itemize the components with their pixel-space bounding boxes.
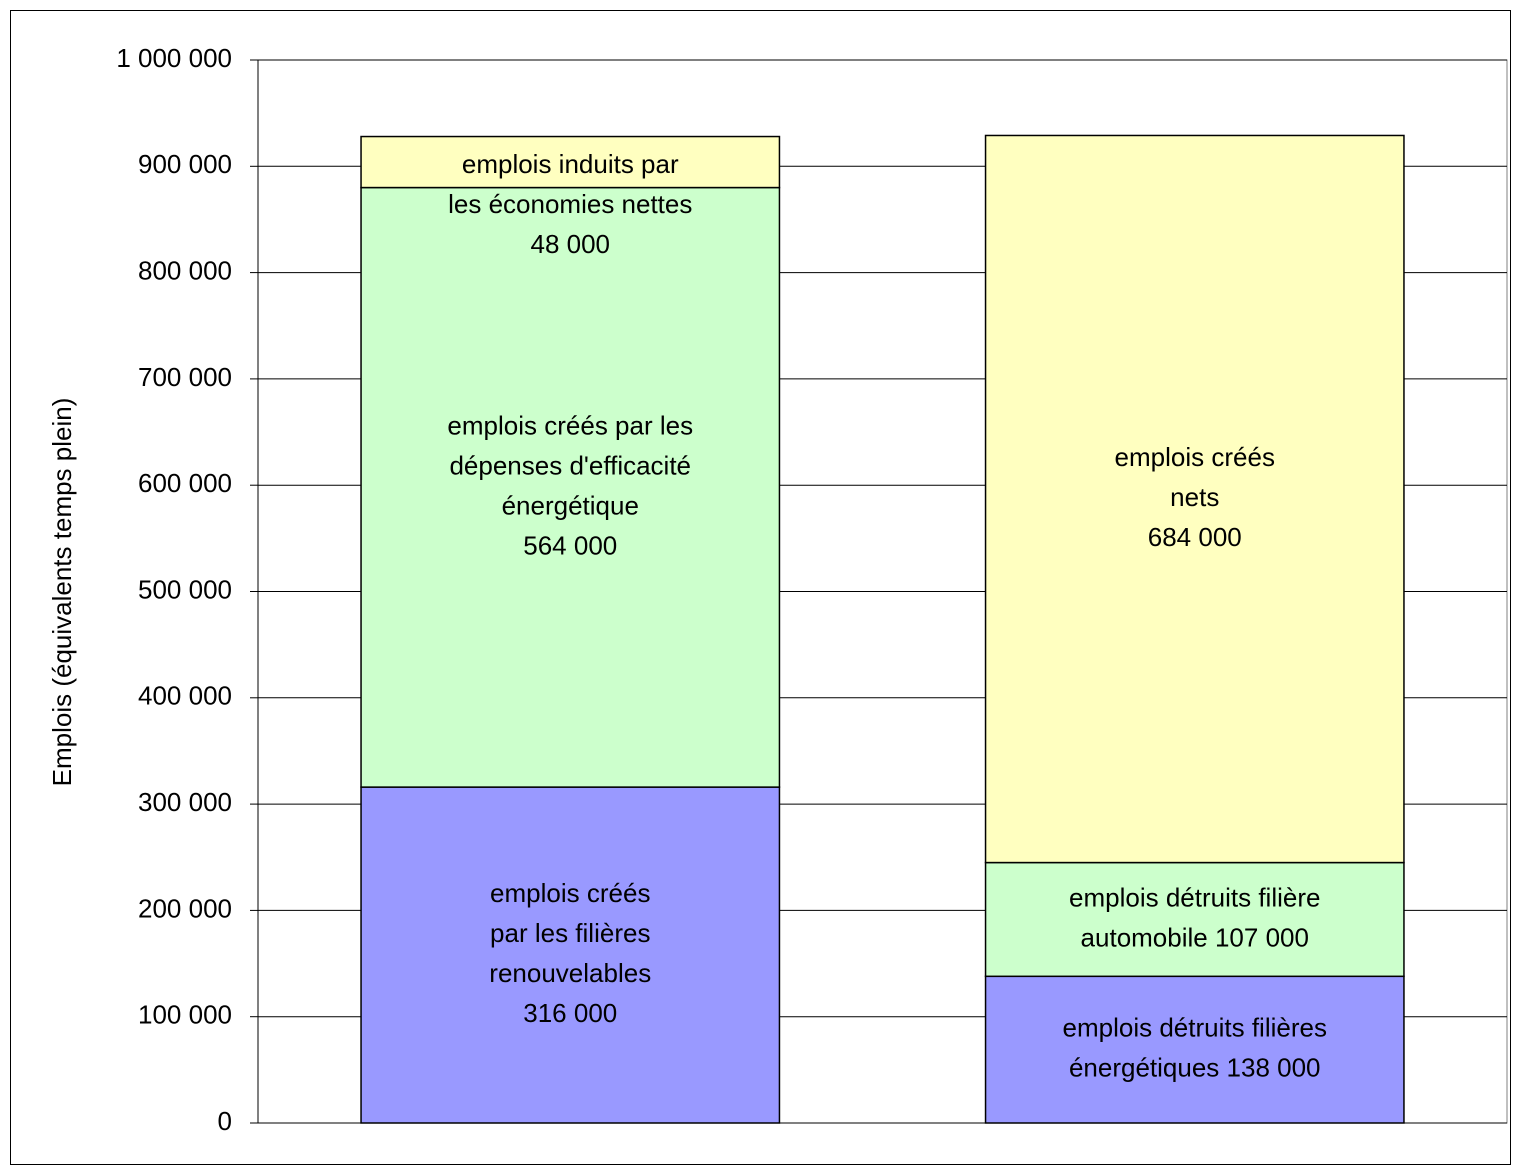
y-tick-label: 600 000: [138, 468, 232, 498]
value-label-line: emplois créés: [1115, 442, 1275, 472]
y-tick-label: 400 000: [138, 681, 232, 711]
value-label-line: emplois induits par: [462, 149, 679, 179]
value-label-line: renouvelables: [489, 958, 651, 988]
value-label-line: automobile 107 000: [1081, 922, 1309, 952]
y-tick-label: 100 000: [138, 1000, 232, 1030]
value-label-line: dépenses d'efficacité: [449, 450, 691, 480]
value-label: emplois induits par les économies nettes 4…: [448, 149, 692, 259]
value-label-line: emplois détruits filières: [1063, 1013, 1327, 1043]
bar-segment: [360, 135, 781, 189]
value-label-line: énergétique: [502, 490, 639, 520]
value-label: emplois créés nets 684 000: [1115, 442, 1275, 552]
bar-segment: [984, 861, 1405, 978]
value-label: emplois créés par les filières renouvelabl…: [489, 878, 651, 1028]
bar-segment: [984, 134, 1405, 864]
y-tick-label: 700 000: [138, 362, 232, 392]
y-tick-label: 500 000: [138, 574, 232, 604]
y-tick-label: 0: [218, 1106, 232, 1136]
value-label: emplois détruits filière automobile 107 0…: [1069, 882, 1320, 952]
value-label: emplois détruits filières énergétiques 13…: [1063, 1013, 1327, 1083]
y-tick-label: 900 000: [138, 149, 232, 179]
value-label-line: 684 000: [1148, 522, 1242, 552]
y-axis-title: Emplois (équivalents temps plein): [47, 398, 77, 787]
value-label-line: 48 000: [530, 229, 610, 259]
value-label-line: énergétiques 138 000: [1069, 1053, 1321, 1083]
value-label-line: 316 000: [523, 998, 617, 1028]
value-label-line: emplois créés par les: [447, 410, 693, 440]
value-label-line: les économies nettes: [448, 189, 692, 219]
y-tick-label: 800 000: [138, 255, 232, 285]
y-tick-label: 1 000 000: [116, 43, 232, 73]
value-label-line: emplois créés: [490, 878, 650, 908]
bar-segment: [984, 975, 1405, 1124]
bar-segment: [360, 786, 781, 1124]
value-label-line: par les filières: [490, 918, 650, 948]
y-tick-label: 200 000: [138, 893, 232, 923]
value-label-line: 564 000: [523, 530, 617, 560]
y-tick-label: 300 000: [138, 787, 232, 817]
value-label-line: nets: [1170, 482, 1219, 512]
value-label-line: emplois détruits filière: [1069, 882, 1320, 912]
bar-segment: [360, 186, 781, 788]
value-label: emplois créés par les dépenses d'efficaci…: [447, 410, 693, 560]
